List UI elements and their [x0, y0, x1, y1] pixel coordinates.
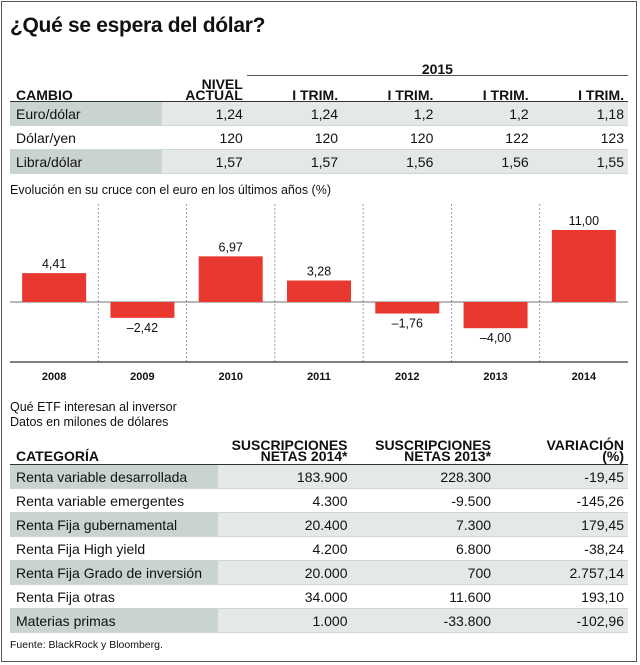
table-row: Renta variable desarrollada 183.900 228.30… — [10, 464, 628, 489]
cell-value: 1,2 — [342, 101, 438, 126]
col-header-susc-2013: SUSCRIPCIONES NETAS 2013* — [351, 432, 496, 465]
row-label: Renta variable desarrollada — [10, 464, 218, 489]
cell-value: 1,18 — [532, 101, 628, 126]
cell-value: 1,57 — [246, 149, 343, 174]
row-label: Renta Fija gubernamental — [10, 512, 218, 537]
cell-value: 34.000 — [217, 584, 352, 609]
col-header-trim: I TRIM. — [342, 75, 438, 102]
cell-value: 183.900 — [217, 464, 352, 489]
cell-value: -102,96 — [495, 608, 628, 633]
cell-value: 700 — [351, 560, 496, 585]
tick-label: 2013 — [483, 371, 507, 383]
cell-value: 1,24 — [246, 101, 343, 126]
cell-value: 4.200 — [217, 536, 352, 561]
data-label: 6,97 — [219, 240, 243, 254]
table-row: Renta variable emergentes 4.300 -9.500 -145… — [10, 488, 628, 513]
data-label: 4,41 — [42, 257, 66, 271]
table-row: Libra/dólar 1,57 1,57 1,56 1,56 1,55 — [10, 149, 628, 174]
data-label: 11,00 — [569, 214, 599, 228]
cell-value: 120 — [162, 125, 247, 150]
table-row: Renta Fija Grado de inversión 20.000 700 2.… — [10, 560, 628, 585]
tick-label: 2011 — [307, 371, 331, 383]
bar-2009 — [110, 302, 175, 318]
table-row: Renta Fija High yield 4.200 6.800 -38,24 — [10, 536, 628, 561]
col-header-variacion: VARIACIÓN (%) — [495, 432, 628, 465]
tick-label: 2009 — [130, 371, 154, 383]
cell-value: 193,10 — [495, 584, 628, 609]
bar-2008 — [22, 273, 87, 302]
etf-units-note: Datos en milones de dólares — [10, 415, 169, 429]
table-row: Dólar/yen 120 120 120 122 123 — [10, 125, 628, 150]
cell-value: -19,45 — [495, 464, 628, 489]
row-label: Euro/dólar — [10, 101, 163, 126]
col-header-susc-2014: SUSCRIPCIONES NETAS 2014* — [217, 432, 352, 465]
table-row: Renta Fija gubernamental 20.400 7.300 179,4… — [10, 512, 628, 537]
bar-2014 — [551, 229, 616, 302]
row-label: Dólar/yen — [10, 125, 163, 150]
bar-chart: 4,41 2008 –2,42 2009 6,97 2010 3,28 2011 –1,76 20… — [10, 204, 628, 383]
cell-value: 1,56 — [437, 149, 533, 174]
cell-value: 6.800 — [351, 536, 496, 561]
cell-value: 4.300 — [217, 488, 352, 513]
cell-value: 120 — [246, 125, 343, 150]
cell-value: -9.500 — [351, 488, 496, 513]
chart-title: Evolución en su cruce con el euro en los… — [10, 183, 331, 197]
cell-value: 120 — [342, 125, 438, 150]
data-label: –1,76 — [392, 317, 423, 331]
col-header-categoria: CATEGORÍA — [10, 432, 218, 465]
cell-value: 1,57 — [162, 149, 247, 174]
cell-value: 20.400 — [217, 512, 352, 537]
bar-2010 — [198, 256, 263, 302]
row-label: Libra/dólar — [10, 149, 163, 174]
cell-value: 11.600 — [351, 584, 496, 609]
bar-2011 — [287, 280, 351, 302]
table-row: Renta Fija otras 34.000 11.600 193,10 — [10, 584, 628, 609]
cell-value: 1,24 — [162, 101, 247, 126]
col-header-trim: I TRIM. — [246, 75, 343, 102]
etf-table: CATEGORÍA SUSCRIPCIONES NETAS 2014* SUSCR… — [10, 432, 628, 633]
source-note: Fuente: BlackRock y Bloomberg. — [10, 639, 163, 651]
exchange-forecast-table: 2015 CAMBIO NIVEL ACTUAL I TRIM. I TRIM. … — [10, 52, 628, 174]
col-header-trim: I TRIM. — [532, 75, 628, 102]
cell-value: -33.800 — [351, 608, 496, 633]
cell-value: -145,26 — [495, 488, 628, 513]
bar-2013 — [463, 302, 528, 329]
cell-value: 1.000 — [217, 608, 352, 633]
cell-value: 122 — [437, 125, 533, 150]
col-header-nivel: NIVEL ACTUAL — [162, 75, 247, 102]
tick-label: 2008 — [42, 371, 66, 383]
tick-label: 2014 — [572, 371, 597, 383]
tick-label: 2010 — [218, 371, 242, 383]
data-label: –2,42 — [127, 321, 158, 335]
cell-value: 179,45 — [495, 512, 628, 537]
table-row: Euro/dólar 1,24 1,24 1,2 1,2 1,18 — [10, 101, 628, 126]
cell-value: 1,55 — [532, 149, 628, 174]
row-label: Renta variable emergentes — [10, 488, 218, 513]
page-title: ¿Qué se espera del dólar? — [10, 14, 266, 37]
cell-value: 228.300 — [351, 464, 496, 489]
cell-value: -38,24 — [495, 536, 628, 561]
bar-2012 — [375, 302, 440, 314]
table-row: Materias primas 1.000 -33.800 -102,96 — [10, 608, 628, 633]
col-header-cambio: CAMBIO — [10, 75, 163, 102]
col-header-trim: I TRIM. — [437, 75, 533, 102]
data-label: 3,28 — [307, 265, 331, 279]
cell-value: 1,2 — [437, 101, 533, 126]
row-label: Renta Fija Grado de inversión — [10, 560, 218, 585]
tick-label: 2012 — [395, 371, 419, 383]
cell-value: 7.300 — [351, 512, 496, 537]
cell-value: 2.757,14 — [495, 560, 628, 585]
row-label: Renta Fija High yield — [10, 536, 218, 561]
data-label: –4,00 — [480, 331, 511, 345]
cell-value: 123 — [532, 125, 628, 150]
cell-value: 20.000 — [217, 560, 352, 585]
etf-intro: Qué ETF interesan al inversor — [10, 400, 177, 414]
row-label: Renta Fija otras — [10, 584, 218, 609]
cell-value: 1,56 — [342, 149, 438, 174]
year-header: 2015 — [246, 52, 628, 76]
row-label: Materias primas — [10, 608, 218, 633]
